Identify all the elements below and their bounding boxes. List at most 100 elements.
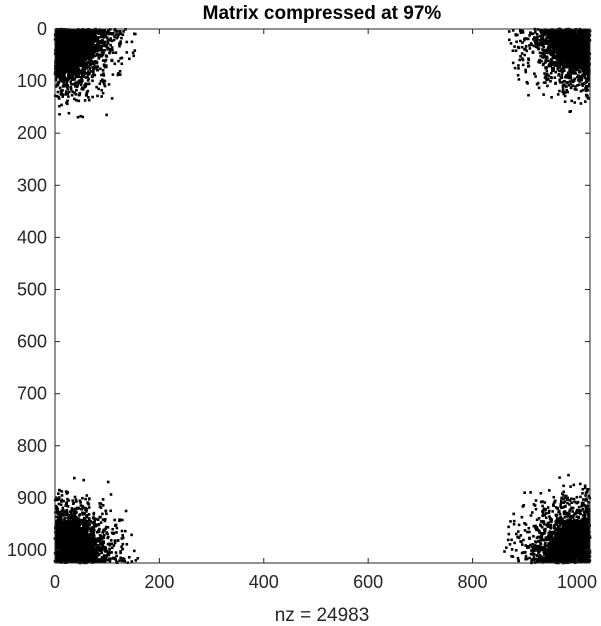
nonzero-marker [119, 40, 122, 43]
x-tick-label: 0 [50, 572, 60, 592]
nonzero-marker [517, 530, 520, 533]
nonzero-marker [106, 32, 109, 35]
nonzero-marker [87, 82, 91, 86]
nonzero-marker [96, 36, 100, 40]
nonzero-marker [583, 484, 587, 488]
nonzero-marker [531, 32, 535, 35]
nonzero-marker [56, 94, 59, 98]
nonzero-marker [72, 501, 76, 505]
nonzero-marker [72, 521, 76, 524]
nonzero-marker [545, 72, 549, 76]
nonzero-marker [542, 42, 546, 45]
nonzero-marker [58, 488, 61, 492]
nonzero-marker [549, 531, 553, 534]
nonzero-marker [578, 509, 581, 512]
nonzero-marker [517, 46, 521, 50]
nonzero-marker [77, 70, 81, 73]
nonzero-marker [67, 515, 71, 519]
nonzero-marker [567, 84, 571, 87]
nonzero-marker [542, 558, 546, 562]
nonzero-marker [97, 553, 101, 556]
nonzero-marker [563, 510, 567, 513]
nonzero-marker [558, 524, 562, 527]
nonzero-marker [577, 505, 581, 509]
nonzero-marker [117, 33, 120, 36]
nonzero-marker [66, 92, 69, 96]
nonzero-marker [97, 87, 100, 91]
nonzero-marker [586, 76, 590, 79]
nonzero-marker [519, 534, 523, 537]
nonzero-marker [523, 38, 526, 42]
nonzero-marker [581, 492, 584, 495]
nonzero-marker [516, 556, 520, 560]
nonzero-marker [544, 541, 547, 545]
nonzero-marker [110, 531, 114, 535]
nonzero-marker [72, 514, 76, 517]
nonzero-marker [561, 88, 565, 92]
nonzero-marker [91, 535, 94, 538]
nonzero-marker [568, 71, 571, 75]
nonzero-marker [70, 70, 73, 73]
nonzero-marker [523, 37, 526, 41]
nonzero-marker [65, 77, 69, 80]
nonzero-marker [507, 525, 510, 529]
nonzero-marker [562, 522, 566, 525]
nonzero-marker [81, 69, 84, 73]
nonzero-marker [90, 70, 93, 73]
nonzero-marker [100, 559, 103, 562]
nonzero-marker [545, 40, 548, 43]
nonzero-marker [535, 526, 539, 529]
nonzero-marker [75, 69, 78, 73]
cluster-top-left [53, 27, 137, 119]
nonzero-marker [584, 100, 587, 103]
nonzero-marker [534, 75, 537, 78]
y-axis-ticks: 0 100 200 300 400 500 600 700 800 900 1000 [7, 19, 590, 560]
nonzero-marker [105, 512, 108, 516]
nonzero-marker [543, 543, 547, 547]
nonzero-marker [545, 38, 548, 41]
nonzero-marker [531, 51, 535, 54]
nonzero-marker [119, 42, 122, 46]
nonzero-marker [123, 559, 126, 563]
nonzero-marker [575, 508, 579, 512]
nonzero-marker [103, 533, 106, 537]
nonzero-marker [81, 86, 84, 90]
nonzero-marker [515, 532, 518, 536]
x-axis-ticks: 0 200 400 600 800 1000 [50, 29, 597, 592]
nonzero-marker [556, 521, 559, 524]
nonzero-marker [109, 43, 112, 47]
nonzero-marker [588, 509, 591, 513]
nonzero-marker [534, 549, 537, 552]
nonzero-marker [109, 37, 112, 40]
nonzero-marker [582, 517, 586, 520]
nonzero-marker [66, 512, 69, 515]
nonzero-marker [570, 70, 574, 74]
nonzero-marker [563, 94, 567, 98]
nonzero-marker [94, 524, 98, 528]
nonzero-marker [562, 65, 565, 69]
nonzero-marker [94, 44, 97, 47]
nonzero-marker [542, 532, 546, 535]
nonzero-marker [67, 77, 70, 81]
nonzero-marker [128, 556, 131, 559]
nonzero-marker [548, 509, 551, 513]
nonzero-marker [102, 528, 105, 532]
nonzero-marker [560, 70, 563, 73]
nonzero-marker [529, 514, 533, 517]
nonzero-marker [576, 84, 579, 87]
nonzero-marker [519, 55, 522, 58]
nonzero-marker [521, 31, 525, 34]
nonzero-marker [525, 49, 529, 53]
nonzero-marker [571, 510, 574, 513]
nonzero-marker [543, 530, 547, 533]
nonzero-marker [111, 33, 114, 36]
nonzero-marker [532, 546, 535, 550]
nonzero-marker [133, 549, 136, 553]
nonzero-marker [87, 513, 91, 516]
nonzero-marker [531, 550, 535, 554]
nonzero-marker [558, 81, 562, 84]
nonzero-marker [579, 512, 582, 516]
nonzero-marker [121, 536, 125, 540]
nonzero-marker [60, 518, 63, 522]
nonzero-marker [77, 68, 81, 71]
